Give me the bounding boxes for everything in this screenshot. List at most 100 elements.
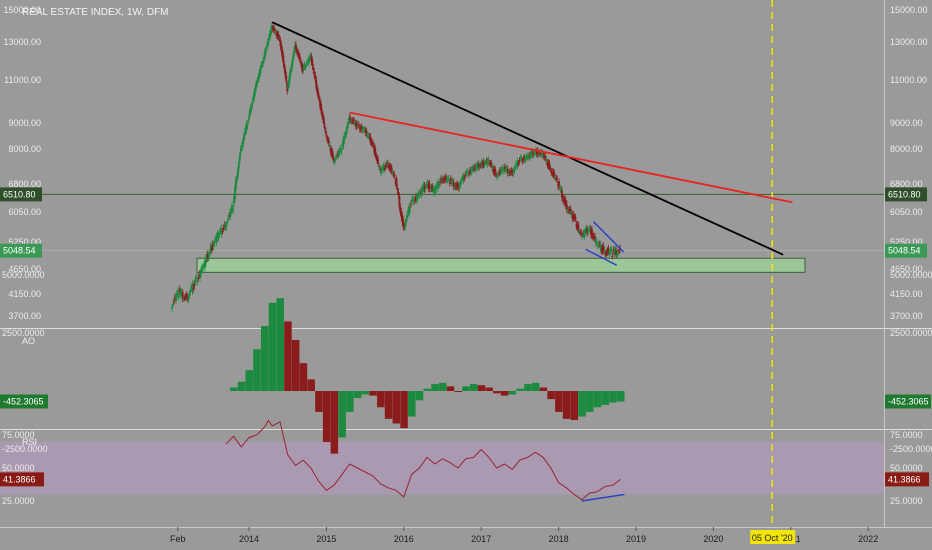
- price-candle: [378, 166, 381, 168]
- price-candle: [291, 62, 293, 69]
- downtrend-line-red: [349, 111, 793, 204]
- price-candle: [552, 171, 555, 176]
- price-candle: [265, 45, 268, 48]
- price-candle: [608, 250, 611, 254]
- price-candle: [292, 56, 294, 62]
- price-candle: [547, 162, 550, 167]
- price-candle: [612, 249, 615, 252]
- price-candle: [345, 130, 348, 135]
- price-candle: [611, 255, 614, 257]
- price-candle: [204, 260, 206, 268]
- price-candle: [393, 174, 396, 177]
- y-tick-label-right: 4150.00: [890, 289, 923, 299]
- price-candle: [512, 170, 515, 174]
- price-candle: [428, 183, 431, 189]
- price-candle: [465, 172, 468, 174]
- ao-bar: [245, 370, 253, 391]
- price-candle: [493, 168, 496, 173]
- y-tick-label-left: 9000.00: [8, 118, 41, 128]
- price-candle: [190, 286, 193, 288]
- price-badge-left-bg: [0, 243, 42, 258]
- price-candle: [220, 227, 223, 235]
- price-candle: [306, 61, 309, 63]
- price-candle: [307, 59, 310, 63]
- price-candle: [423, 185, 426, 190]
- price-candle: [581, 236, 584, 238]
- ao-bar: [307, 379, 315, 391]
- y-tick-label-left: 3700.00: [8, 311, 41, 321]
- ao-bar: [578, 391, 586, 417]
- y-tick-label-left: 4150.00: [8, 289, 41, 299]
- price-candle: [444, 176, 447, 180]
- price-candle: [470, 170, 472, 174]
- price-candle: [356, 124, 359, 126]
- price-candle: [314, 75, 317, 80]
- ao-bar: [392, 391, 401, 424]
- ao-tick-label-right: 5000.0000: [890, 270, 932, 280]
- price-candle: [389, 166, 392, 171]
- x-tick-label: 2018: [549, 534, 569, 544]
- price-candle: [240, 146, 243, 148]
- price-candle: [413, 202, 415, 204]
- price-candle: [480, 161, 483, 166]
- ao-bar: [230, 387, 238, 391]
- price-candle: [272, 28, 275, 30]
- price-candle: [206, 253, 208, 259]
- rsi-tick-label-left: 25.0000: [2, 496, 35, 506]
- price-candle: [577, 224, 580, 230]
- price-candle: [180, 291, 183, 295]
- price-candle: [443, 178, 445, 181]
- price-candle: [346, 126, 349, 130]
- price-candle: [488, 162, 491, 164]
- price-candle: [289, 71, 292, 79]
- price-candle: [474, 166, 476, 168]
- ao-bar: [555, 391, 563, 412]
- price-candle: [325, 136, 328, 139]
- price-candle: [546, 162, 549, 166]
- price-candle: [254, 87, 257, 93]
- price-candle: [592, 236, 594, 238]
- price-candle: [462, 175, 465, 181]
- price-candle: [329, 148, 332, 153]
- price-candle: [542, 155, 545, 157]
- hline-badge-right: 6510.80: [888, 189, 921, 199]
- price-candle: [284, 69, 287, 76]
- ao-bar: [508, 391, 517, 395]
- price-candle: [580, 232, 583, 235]
- ao-bar: [299, 363, 308, 391]
- ao-tick-label-left: -2500.0000: [2, 444, 48, 454]
- price-candle: [540, 152, 543, 156]
- price-candle: [326, 138, 329, 141]
- price-candle: [545, 159, 548, 162]
- price-candle: [319, 100, 322, 107]
- price-candle: [367, 135, 370, 137]
- price-candle: [557, 184, 560, 187]
- price-candle: [482, 161, 485, 165]
- price-candle: [406, 214, 409, 218]
- price-candle: [490, 163, 493, 165]
- price-candle: [411, 199, 413, 202]
- ao-bar: [617, 391, 625, 402]
- x-tick-label: 2014: [239, 534, 259, 544]
- price-candle: [379, 168, 381, 170]
- price-candle: [192, 287, 195, 290]
- y-tick-label-right: 15000.00: [890, 5, 928, 15]
- price-candle: [429, 188, 432, 190]
- price-candle: [477, 163, 480, 168]
- price-candle: [518, 160, 521, 162]
- price-candle: [194, 279, 197, 283]
- price-candle: [195, 276, 198, 279]
- price-candle: [301, 65, 304, 71]
- price-candle: [263, 56, 265, 60]
- price-candle: [295, 44, 297, 50]
- price-candle: [236, 169, 239, 177]
- x-tick-label: Feb: [170, 534, 186, 544]
- rsi-tick-label-left: 50.0000: [2, 463, 35, 473]
- price-candle: [287, 83, 290, 89]
- ao-bar: [284, 321, 292, 391]
- y-tick-label-left: 15000.00: [3, 5, 41, 15]
- price-candle: [315, 79, 318, 88]
- y-tick-label-right: 6050.00: [890, 207, 923, 217]
- rsi-line: [225, 419, 621, 501]
- rsi-tick-label-left: 75.0000: [2, 430, 35, 440]
